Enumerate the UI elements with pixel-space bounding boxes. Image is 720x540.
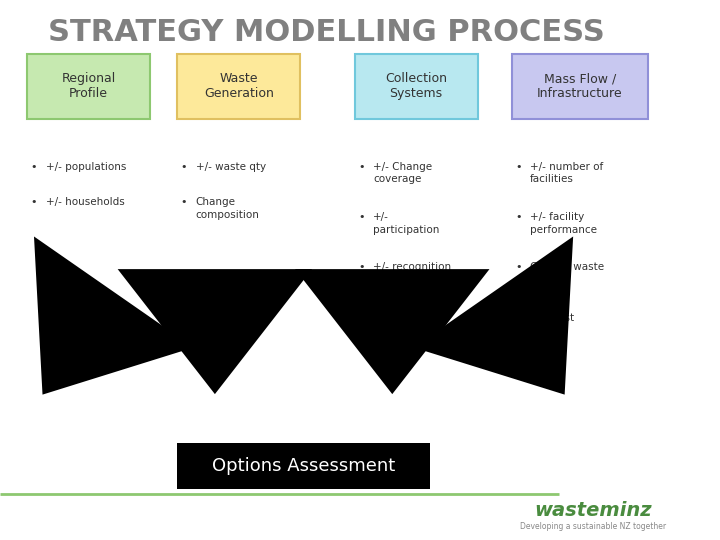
Text: •: • — [31, 197, 37, 207]
Text: +/- waste qty: +/- waste qty — [196, 162, 266, 172]
Text: Options Assessment: Options Assessment — [212, 457, 395, 475]
Text: +/- populations: +/- populations — [45, 162, 126, 172]
Text: Collection
Systems: Collection Systems — [385, 72, 447, 100]
Text: wasteminz: wasteminz — [535, 501, 652, 520]
Text: •: • — [358, 298, 364, 308]
Text: •: • — [515, 162, 521, 172]
Text: •: • — [515, 212, 521, 222]
Text: +/- facility
performance: +/- facility performance — [530, 212, 597, 234]
FancyBboxPatch shape — [177, 443, 430, 489]
Text: +/- households: +/- households — [45, 197, 125, 207]
Text: •: • — [31, 162, 37, 172]
Text: Change
composition: Change composition — [196, 197, 260, 219]
FancyBboxPatch shape — [177, 54, 300, 119]
Text: •: • — [515, 313, 521, 323]
Text: •: • — [358, 262, 364, 273]
Text: •: • — [358, 212, 364, 222]
Text: Change waste
flows: Change waste flows — [530, 262, 604, 285]
Text: •: • — [515, 262, 521, 273]
Text: Waste
Generation: Waste Generation — [204, 72, 274, 100]
FancyBboxPatch shape — [355, 54, 477, 119]
Text: +/- Change
coverage: +/- Change coverage — [373, 162, 432, 184]
Text: +/-  cost: +/- cost — [530, 313, 574, 323]
FancyBboxPatch shape — [512, 54, 648, 119]
FancyBboxPatch shape — [27, 54, 150, 119]
Text: •: • — [181, 162, 187, 172]
Text: +/- recognition: +/- recognition — [373, 262, 451, 273]
Text: Regional
Profile: Regional Profile — [61, 72, 116, 100]
Text: •: • — [181, 197, 187, 207]
Text: Developing a sustainable NZ together: Developing a sustainable NZ together — [521, 522, 667, 531]
Text: STRATEGY MODELLING PROCESS: STRATEGY MODELLING PROCESS — [48, 18, 605, 47]
Text: +/- number of
facilities: +/- number of facilities — [530, 162, 603, 184]
Text: +/- number of
materials: +/- number of materials — [373, 298, 446, 320]
Text: Mass Flow /
Infrastructure: Mass Flow / Infrastructure — [537, 72, 623, 100]
Text: •: • — [358, 162, 364, 172]
Text: +/-
participation: +/- participation — [373, 212, 439, 234]
